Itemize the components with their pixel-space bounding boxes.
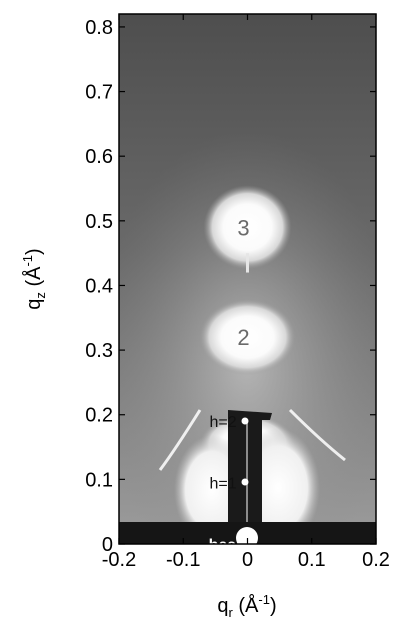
beam-annotation: beam (209, 537, 251, 554)
h2-spot (241, 417, 249, 425)
y-tick-label: 0.2 (85, 405, 113, 427)
y-tick-label: 0 (102, 534, 113, 556)
x-axis-label: qr (Å-1) (217, 592, 276, 620)
y-tick-label: 0.6 (85, 146, 113, 168)
x-tick-label: 0 (242, 549, 253, 571)
x-tick-label: 0.1 (298, 549, 326, 571)
axes: -0.2 -0.1 0 0.1 0.2 0 0.1 0.2 0.3 0.4 0.5 0.6 0.7 0.8 (85, 14, 390, 571)
peak-3-disc (203, 185, 292, 270)
beam-stop (228, 410, 272, 540)
h1-spot (241, 478, 249, 486)
y-tick-label: 0.4 (85, 275, 113, 297)
y-tick-label: 0.7 (85, 82, 113, 104)
y-tick-label: 0.3 (85, 340, 113, 362)
peak-2-disc (199, 299, 296, 376)
x-tick-label: -0.1 (166, 549, 200, 571)
bragg-arc-left (158, 409, 202, 471)
y-tick-label: 0.8 (85, 17, 113, 39)
x-tick-label: 0.2 (362, 549, 390, 571)
h2-annotation: h=2 (210, 414, 237, 431)
x-tick-label: -0.2 (102, 549, 136, 571)
y-tick-label: 0.1 (85, 469, 113, 491)
h1-annotation: h=1 (210, 476, 237, 493)
bragg-arc-right (288, 408, 346, 462)
peak-2-label: 2 (237, 325, 249, 350)
y-axis-label: qz (Å-1) (20, 248, 48, 309)
peak-3-label: 3 (237, 215, 249, 240)
y-tick-label: 0.5 (85, 211, 113, 233)
direct-beam-spot (236, 527, 258, 544)
